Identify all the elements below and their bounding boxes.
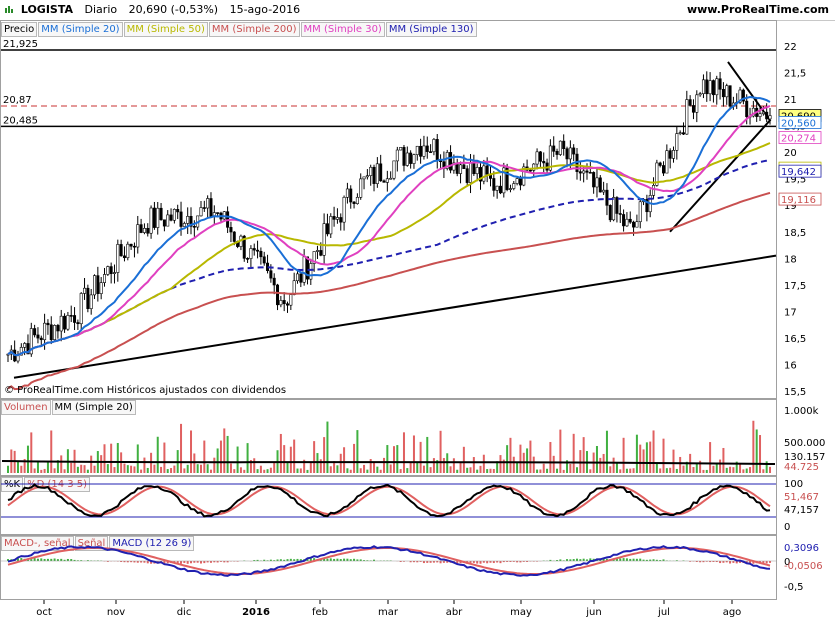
- stochastic-legend: %K %D (14 3 5): [1, 477, 91, 492]
- price-legend: Precio MM (Simple 20) MM (Simple 50) MM (Si…: [1, 22, 478, 37]
- x-axis-tick: may: [510, 607, 532, 618]
- price-axis-tick: 18: [784, 254, 797, 265]
- price-axis-tick: 21: [784, 95, 797, 106]
- volume-badge: 130.157: [784, 452, 825, 463]
- value-badge-box: [778, 131, 822, 145]
- price-axis-tick: 17,5: [784, 281, 806, 292]
- value-badge: 19,699: [781, 164, 816, 175]
- x-axis-tick: jun: [585, 607, 601, 618]
- macd-legend: MACD-, señal Señal MACD (12 26 9): [1, 536, 195, 551]
- volume-legend: Volumen MM (Simple 20): [1, 400, 137, 415]
- macd-axis-tick: -0,5: [784, 582, 804, 593]
- x-axis-tick: mar: [378, 607, 399, 618]
- symbol: LOGISTA: [20, 3, 74, 16]
- value-badge: 19,642: [781, 167, 816, 178]
- stochastic-legend-item[interactable]: %K: [1, 477, 24, 492]
- price-axis-tick: 16,5: [784, 334, 806, 345]
- stochastic-legend-item[interactable]: %D (14 3 5): [24, 477, 91, 492]
- value-badge-box: [778, 116, 822, 129]
- x-axis-tick: ago: [723, 607, 742, 618]
- macd-badge: 0,3096: [784, 543, 819, 554]
- period: Diario: [84, 3, 118, 16]
- price-axis-tick: 20: [784, 148, 797, 159]
- price-axis-tick: 21,5: [784, 69, 806, 80]
- price-axis-tick: 18,5: [784, 228, 806, 239]
- value-badge: 20,560: [781, 118, 816, 129]
- title-bar: LOGISTA Diario 20,690 (-0,53%) 15-ago-20…: [0, 0, 835, 21]
- price-legend-item[interactable]: MM (Simple 20): [38, 22, 123, 37]
- x-axis-tick: 2016: [242, 607, 270, 618]
- stoch-axis-tick: 100: [784, 479, 803, 490]
- chart-title: LOGISTA Diario 20,690 (-0,53%) 15-ago-20…: [4, 3, 300, 16]
- price-legend-item[interactable]: MM (Simple 200): [208, 22, 300, 37]
- value-badge: 19,116: [781, 195, 816, 206]
- price-legend-item[interactable]: MM (Simple 50): [123, 22, 208, 37]
- x-axis-tick: abr: [446, 607, 463, 618]
- price-axis-tick: 15,5: [784, 387, 806, 398]
- volume-legend-item[interactable]: Volumen: [1, 400, 51, 415]
- macd-legend-item[interactable]: MACD (12 26 9): [109, 536, 195, 551]
- x-axis-tick: dic: [177, 607, 192, 618]
- price-axis-tick: 20,5: [784, 122, 806, 133]
- macd-legend-item[interactable]: MACD-, señal: [1, 536, 74, 551]
- macd-badge: -0,0506: [784, 561, 823, 572]
- volume-axis-tick: 500.000: [784, 438, 825, 449]
- site-url[interactable]: www.ProRealTime.com: [686, 3, 829, 16]
- price-axis-tick: 19: [784, 201, 797, 212]
- stoch-badge: 51,467: [784, 492, 819, 503]
- x-axis-tick: nov: [107, 607, 125, 618]
- price-axis-tick: 16: [784, 360, 797, 371]
- volume-axis-tick: 1.000k: [784, 406, 819, 417]
- macd-legend-item[interactable]: Señal: [74, 536, 109, 551]
- value-badge-box: [778, 192, 822, 206]
- macd-axis-tick: 0: [784, 557, 790, 568]
- price-legend-item[interactable]: MM (Simple 130): [385, 22, 477, 37]
- price-axis-tick: 19,5: [784, 175, 806, 186]
- price-legend-item[interactable]: MM (Simple 30): [300, 22, 385, 37]
- x-axis-tick: feb: [312, 607, 328, 618]
- value-badge-box: [778, 109, 822, 122]
- volume-badge: 44.725: [784, 462, 819, 473]
- value-badge-box: [778, 164, 822, 178]
- stochastic-panel: [0, 476, 777, 535]
- x-axis-tick: jul: [657, 607, 670, 618]
- chart-icon: [5, 6, 13, 13]
- x-axis-tick: oct: [36, 607, 52, 618]
- price-panel: [0, 20, 777, 399]
- value-badge-box: [778, 161, 822, 175]
- price-axis-tick: 17: [784, 307, 797, 318]
- volume-legend-item[interactable]: MM (Simple 20): [51, 400, 136, 415]
- stoch-axis-tick: 0: [784, 522, 790, 533]
- price-change: 20,690 (-0,53%): [128, 3, 219, 16]
- value-badge: 20,690: [781, 112, 816, 123]
- chart-date: 15-ago-2016: [229, 3, 301, 16]
- price-axis-tick: 22: [784, 42, 797, 53]
- stoch-badge: 47,157: [784, 505, 819, 516]
- value-badge: 20,274: [781, 134, 816, 145]
- price-legend-item[interactable]: Precio: [1, 22, 38, 37]
